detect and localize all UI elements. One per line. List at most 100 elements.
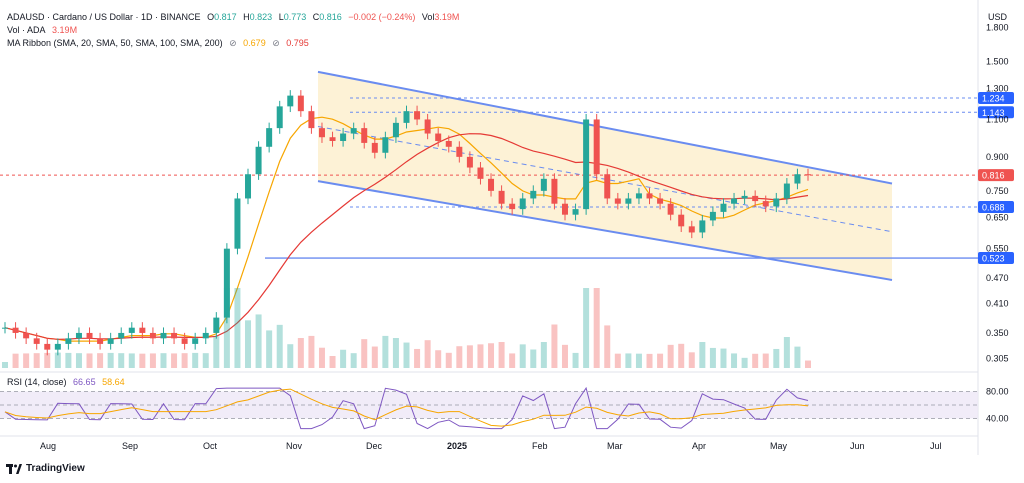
volume-bar	[392, 338, 399, 368]
ma-ribbon-legend: MA Ribbon (SMA, 20, SMA, 50, SMA, 100, S…	[7, 38, 313, 49]
ma-ribbon-label[interactable]: MA Ribbon (SMA, 20, SMA, 50, SMA, 100, S…	[7, 38, 223, 48]
candle-body	[794, 174, 801, 184]
candle-body	[783, 183, 790, 199]
volume-bar	[382, 335, 389, 368]
candle-body	[424, 119, 431, 134]
time-tick-label: 2025	[447, 441, 467, 451]
level-label-bg	[978, 169, 1014, 182]
volume-bar	[23, 353, 30, 368]
volume-bar	[245, 320, 252, 368]
candle-body	[202, 332, 209, 339]
volume-bar	[181, 353, 188, 368]
candle-body	[752, 195, 759, 202]
tradingview-logo[interactable]: TradingView	[6, 463, 85, 474]
volume-bar	[192, 352, 199, 368]
volume-bar	[318, 347, 325, 368]
volume-bar	[234, 288, 241, 368]
vol-ada-label[interactable]: Vol · ADA	[7, 25, 46, 35]
level-label: 0.816	[982, 171, 1005, 181]
candle-body	[583, 119, 590, 210]
rsi-tick-label: 40.00	[986, 414, 1009, 424]
volume-bar	[361, 339, 368, 368]
time-tick-label: May	[770, 441, 788, 451]
price-axis-unit: USD	[988, 12, 1008, 22]
volume-bar	[44, 352, 51, 368]
open-value: 0.817	[214, 12, 237, 22]
volume-bar	[12, 353, 19, 368]
candle-body	[477, 167, 484, 179]
price-tick-label: 0.470	[986, 273, 1009, 283]
volume-bar	[118, 353, 125, 368]
candle-body	[266, 128, 273, 147]
volume-bar	[773, 348, 780, 368]
time-tick-label: Jun	[850, 441, 865, 451]
candle-body	[720, 203, 727, 212]
volume-bar	[509, 353, 516, 368]
candle-body	[435, 133, 442, 141]
time-tick-label: Dec	[366, 441, 383, 451]
eye-off-icon[interactable]: ⊘	[229, 38, 237, 48]
volume-bar	[720, 348, 727, 368]
candle-body	[245, 174, 252, 199]
candle-body	[297, 95, 304, 112]
volume-legend: Vol · ADA 3.19M	[7, 25, 81, 36]
vol-label: Vol	[421, 12, 435, 22]
candle-body	[456, 146, 463, 157]
volume-bar	[223, 288, 230, 368]
volume-bar	[414, 348, 421, 368]
volume-bar	[688, 352, 695, 368]
channel-upper-line	[317, 70, 893, 185]
volume-bar	[604, 325, 611, 368]
candle-body	[445, 140, 452, 147]
candle-body	[181, 338, 188, 344]
volume-bar	[488, 343, 495, 368]
candle-body	[646, 193, 653, 199]
candle-body	[192, 338, 199, 344]
rsi-label[interactable]: RSI (14, close)	[7, 377, 67, 387]
candle-body	[160, 332, 167, 339]
price-tick-label: 1.500	[986, 57, 1009, 67]
candle-body	[699, 220, 706, 233]
low-label: L	[278, 12, 284, 22]
candle-body	[308, 111, 315, 129]
candle-body	[625, 198, 632, 204]
time-tick-label: Sep	[122, 441, 138, 451]
price-tick-label: 0.900	[986, 152, 1009, 162]
level-label-bg	[978, 92, 1014, 105]
volume-bar	[635, 353, 642, 368]
price-tick-label: 1.300	[986, 83, 1009, 93]
high-value: 0.823	[249, 12, 273, 22]
candle-body	[44, 343, 51, 350]
volume-bar	[160, 353, 167, 368]
candle-body	[498, 190, 505, 204]
price-tick-label: 0.550	[986, 244, 1009, 254]
volume-bar	[213, 336, 220, 368]
volume-bar	[561, 344, 568, 368]
eye-off-icon-2[interactable]: ⊘	[272, 38, 280, 48]
candle-body	[234, 198, 241, 249]
volume-bar	[54, 352, 61, 368]
volume-bar	[625, 353, 632, 368]
candle-body	[731, 198, 738, 204]
vol-value: 3.19M	[434, 12, 460, 22]
symbol-title[interactable]: ADAUSD · Cardano / US Dollar · 1D · BINA…	[7, 12, 201, 22]
volume-bar	[255, 314, 262, 368]
candle-body	[276, 106, 283, 129]
candle-body	[572, 209, 579, 215]
price-tick-label: 0.350	[986, 328, 1009, 338]
symbol-header: ADAUSD · Cardano / US Dollar · 1D · BINA…	[7, 12, 463, 23]
level-label: 0.523	[982, 254, 1005, 264]
candle-body	[329, 137, 336, 141]
time-tick-label: Oct	[203, 441, 218, 451]
close-label: C	[312, 12, 320, 22]
candle-body	[466, 156, 473, 168]
candle-body	[97, 338, 104, 344]
volume-bar	[403, 342, 410, 368]
candle-body	[149, 332, 156, 339]
candle-body	[414, 111, 421, 120]
volume-bar	[287, 344, 294, 368]
price-tick-label: 0.650	[986, 213, 1009, 223]
volume-bar	[678, 343, 685, 368]
time-tick-label: Apr	[692, 441, 706, 451]
